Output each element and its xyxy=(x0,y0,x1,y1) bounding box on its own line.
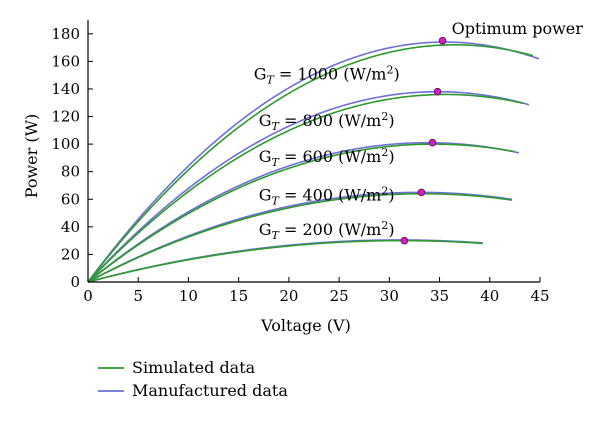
y-tick-label: 160 xyxy=(51,52,80,70)
manufactured-curve-0 xyxy=(87,41,540,283)
optimum-point-0 xyxy=(438,36,447,45)
x-tick-label: 20 xyxy=(279,287,298,305)
x-tick-label: 10 xyxy=(179,287,198,305)
simulated-curve-4 xyxy=(87,239,483,283)
x-tick-label: 35 xyxy=(430,287,449,305)
optimum-power-label: Optimum power xyxy=(452,19,584,38)
optimum-markers xyxy=(400,36,447,245)
x-tick-label: 45 xyxy=(530,287,549,305)
y-tick-label: 60 xyxy=(61,190,80,208)
manufactured-curve-1 xyxy=(87,90,530,283)
curves-layer xyxy=(87,41,540,283)
x-tick-label: 5 xyxy=(133,287,143,305)
simulated-curve-0 xyxy=(87,44,534,283)
x-tick-label: 30 xyxy=(380,287,399,305)
y-tick-label: 180 xyxy=(51,25,80,43)
manufactured-curve-2 xyxy=(87,141,520,283)
axes-layer xyxy=(87,20,540,283)
irradiance-label-4: GT = 200 (W/m2) xyxy=(259,219,395,242)
legend-label-0: Simulated data xyxy=(132,358,256,377)
x-ticks: 0 5 10 15 20 25 30 35 40 45 xyxy=(83,277,550,305)
optimum-point-1 xyxy=(433,87,442,96)
y-tick-label: 80 xyxy=(61,163,80,181)
x-axis-title: Voltage (V) xyxy=(260,316,351,335)
legend: Simulated data Manufactured data xyxy=(98,358,288,400)
irradiance-label-1: GT = 800 (W/m2) xyxy=(259,110,395,133)
irradiance-label-2: GT = 600 (W/m2) xyxy=(259,146,395,169)
y-tick-label: 0 xyxy=(70,273,80,291)
y-axis-title: Power (W) xyxy=(22,114,41,199)
simulated-curve-3 xyxy=(87,192,512,283)
x-tick-label: 25 xyxy=(330,287,349,305)
y-ticks: 0 20 40 60 80 100 120 140 160 180 xyxy=(51,25,93,291)
y-tick-label: 20 xyxy=(61,245,80,263)
irradiance-label-0: GT = 1000 (W/m2) xyxy=(254,63,400,86)
irradiance-labels: GT = 1000 (W/m2) GT = 800 (W/m2) GT = 600 … xyxy=(254,63,400,242)
simulated-curve-2 xyxy=(87,143,516,283)
optimum-point-4 xyxy=(400,236,409,245)
x-tick-label: 40 xyxy=(480,287,499,305)
y-tick-label: 40 xyxy=(61,218,80,236)
optimum-point-2 xyxy=(428,138,437,147)
x-tick-label: 15 xyxy=(229,287,248,305)
legend-label-1: Manufactured data xyxy=(132,381,288,400)
x-tick-label: 0 xyxy=(83,287,93,305)
irradiance-label-3: GT = 400 (W/m2) xyxy=(259,185,395,208)
y-tick-label: 120 xyxy=(51,108,80,126)
y-tick-label: 140 xyxy=(51,80,80,98)
optimum-point-3 xyxy=(417,188,426,197)
y-tick-label: 100 xyxy=(51,135,80,153)
simulated-curve-1 xyxy=(87,93,524,283)
